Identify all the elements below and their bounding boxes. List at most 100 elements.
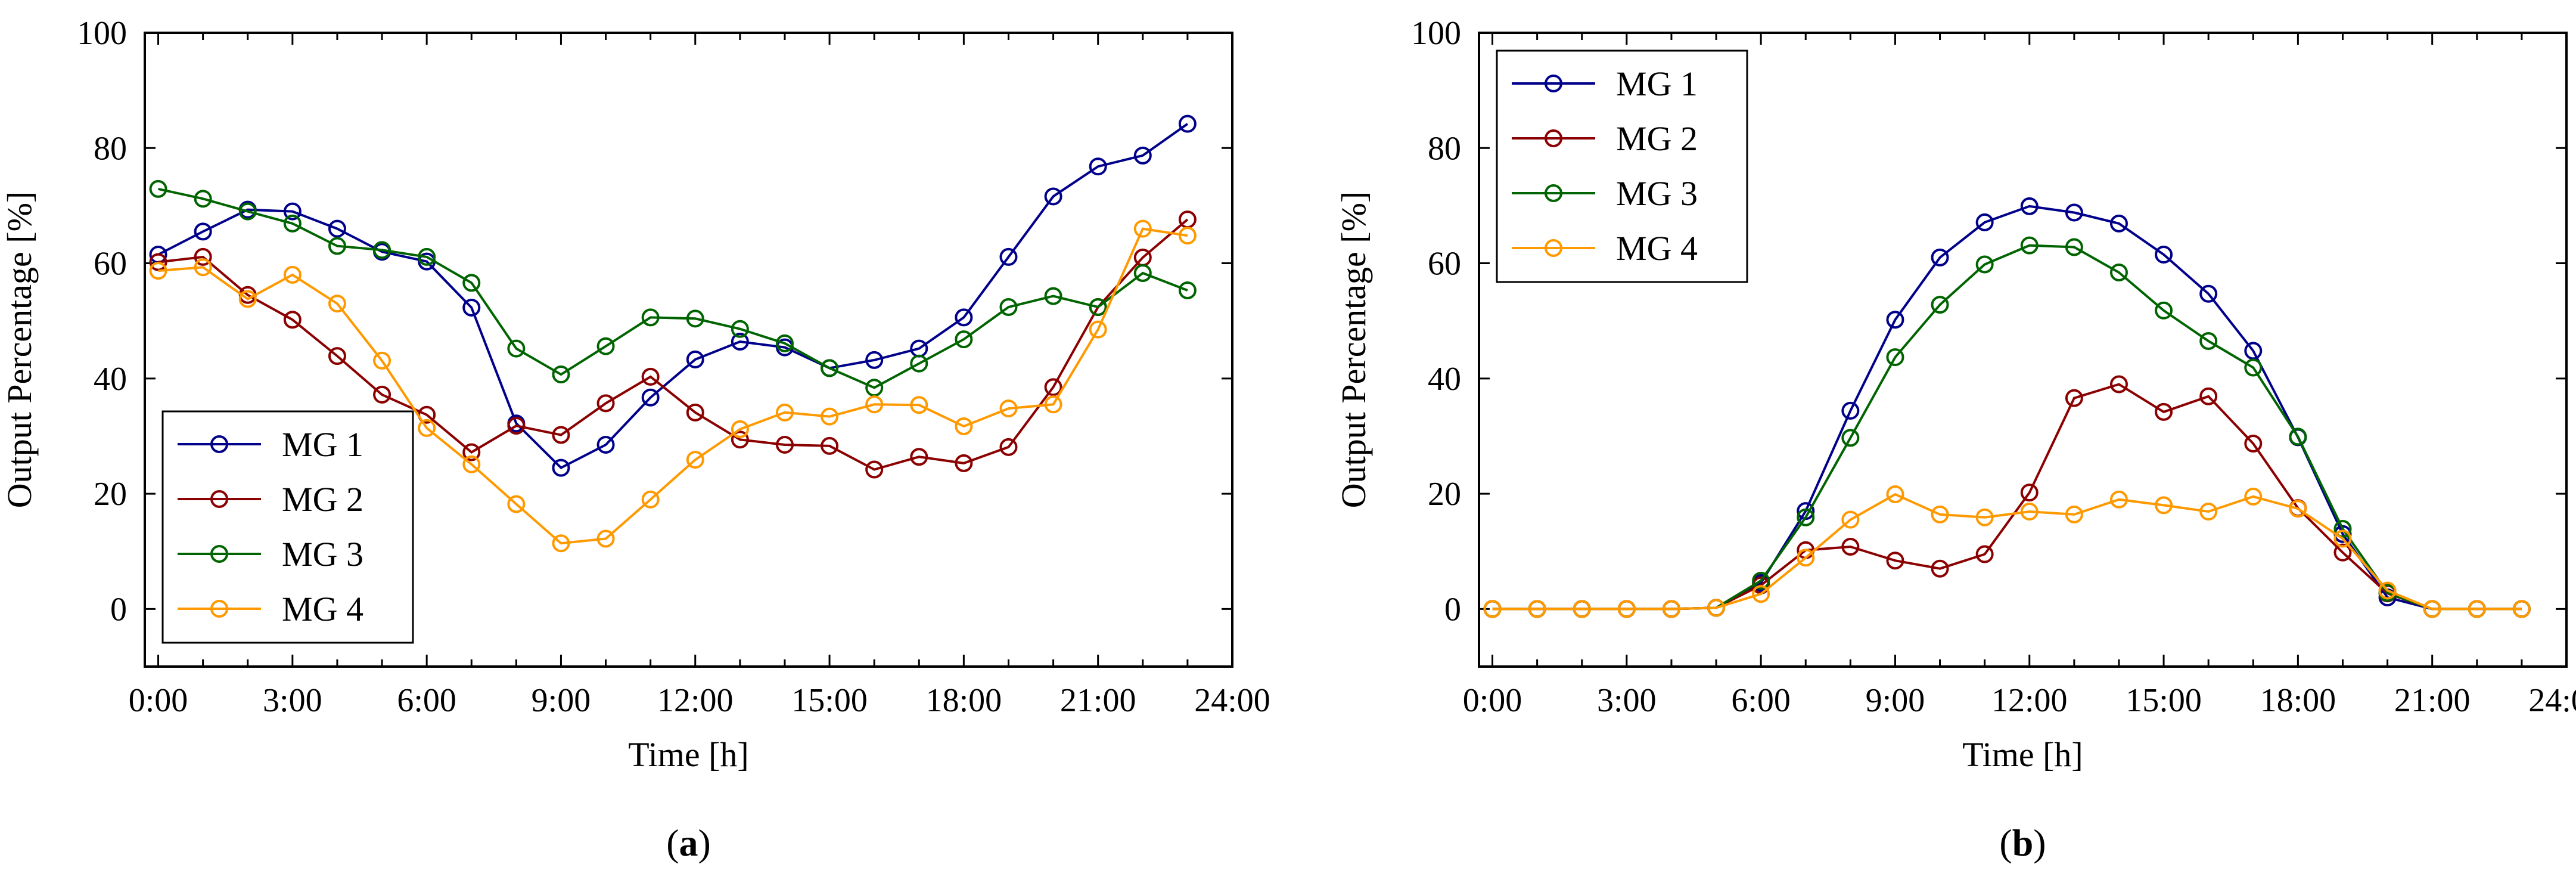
- legend-box: [161, 410, 414, 644]
- data-point: [507, 417, 526, 435]
- data-point: [2020, 236, 2039, 255]
- data-point: [955, 417, 973, 436]
- data-point: [238, 202, 257, 221]
- data-point: [194, 247, 212, 266]
- series-line: [1492, 383, 2522, 611]
- data-point: [1886, 311, 1904, 329]
- data-point: [328, 347, 346, 365]
- series-mg-3: [1483, 236, 2531, 618]
- data-point: [2289, 427, 2307, 446]
- data-point: [596, 394, 615, 413]
- data-point: [865, 379, 884, 397]
- data-point: [1573, 600, 1591, 618]
- panel-letter: b: [2012, 822, 2034, 864]
- data-point: [1841, 510, 1860, 529]
- y-tick-label: 20: [94, 476, 127, 513]
- data-point: [1089, 157, 1107, 176]
- data-point: [2289, 500, 2307, 518]
- data-point: [910, 354, 928, 373]
- legend-label: MG 2: [1616, 119, 1698, 158]
- y-tick-label: 80: [1428, 130, 1461, 167]
- data-point: [1841, 429, 1860, 447]
- data-point: [2244, 342, 2263, 360]
- y-tick-label: 60: [94, 246, 127, 283]
- data-point: [2333, 529, 2352, 548]
- data-point: [596, 435, 615, 454]
- data-point: [865, 460, 884, 479]
- data-point: [1797, 508, 1815, 526]
- data-point: [686, 403, 704, 422]
- data-point: [2468, 600, 2486, 618]
- data-point: [1975, 213, 1994, 231]
- data-point: [418, 247, 436, 266]
- data-point: [999, 298, 1018, 316]
- data-point: [552, 534, 570, 553]
- x-tick-label: 15:00: [791, 682, 868, 719]
- legend-marker: [210, 600, 228, 618]
- data-point: [641, 490, 660, 509]
- data-point: [1931, 559, 1949, 578]
- y-tick-label: 40: [1428, 361, 1461, 398]
- data-point: [2378, 581, 2397, 600]
- series-mg-2: [1483, 375, 2531, 618]
- y-tick-label: 100: [77, 15, 127, 52]
- x-axis-label: Time [h]: [1962, 735, 2083, 774]
- series-mg-4: [149, 219, 1197, 553]
- legend-marker: [210, 435, 228, 453]
- data-point: [238, 290, 257, 308]
- data-point: [1089, 320, 1107, 339]
- data-point: [2020, 197, 2039, 215]
- data-point: [462, 298, 481, 317]
- data-point: [2199, 503, 2218, 521]
- data-point: [2109, 375, 2128, 394]
- data-point: [955, 454, 973, 472]
- data-point: [1133, 146, 1152, 165]
- data-point: [2065, 238, 2083, 256]
- series-mg-3: [149, 179, 1197, 397]
- legend-marker: [1545, 184, 1562, 202]
- data-point: [283, 202, 302, 221]
- data-point: [149, 262, 167, 280]
- data-point: [1133, 264, 1152, 282]
- data-point: [821, 407, 839, 426]
- data-point: [1886, 348, 1904, 367]
- data-point: [999, 399, 1018, 418]
- legend-label: MG 4: [282, 590, 363, 628]
- legend-box: [1496, 49, 1748, 283]
- legend-label: MG 4: [1616, 229, 1698, 268]
- y-tick-label: 40: [94, 361, 127, 398]
- x-tick-label: 12:00: [657, 682, 734, 719]
- x-tick-label: 18:00: [926, 682, 1002, 719]
- data-point: [2423, 600, 2441, 618]
- data-point: [1662, 600, 1680, 618]
- data-point: [1752, 585, 1770, 603]
- legend-label: MG 3: [282, 535, 363, 574]
- data-point: [775, 403, 794, 422]
- x-tick-label: 21:00: [1060, 682, 1136, 719]
- data-point: [552, 458, 570, 477]
- data-point: [2333, 520, 2352, 538]
- panel-letter: a: [679, 822, 698, 864]
- legend-label: MG 1: [282, 425, 363, 464]
- y-tick-label: 60: [1428, 246, 1461, 283]
- data-point: [2155, 402, 2173, 421]
- series-mg-4: [1483, 485, 2531, 618]
- data-point: [149, 179, 167, 198]
- data-point: [283, 214, 302, 233]
- data-point: [641, 308, 660, 327]
- y-tick-label: 0: [1444, 591, 1461, 628]
- x-tick-label: 18:00: [2260, 682, 2336, 719]
- data-point: [686, 309, 704, 328]
- data-point: [418, 419, 436, 437]
- data-point: [1975, 545, 1994, 563]
- data-point: [865, 351, 884, 369]
- data-point: [686, 350, 704, 368]
- data-point: [2109, 490, 2128, 509]
- data-point: [1044, 187, 1062, 206]
- data-point: [641, 388, 660, 407]
- data-point: [865, 395, 884, 414]
- data-point: [1178, 227, 1197, 245]
- data-point: [596, 529, 615, 548]
- y-tick-label: 20: [1428, 476, 1461, 513]
